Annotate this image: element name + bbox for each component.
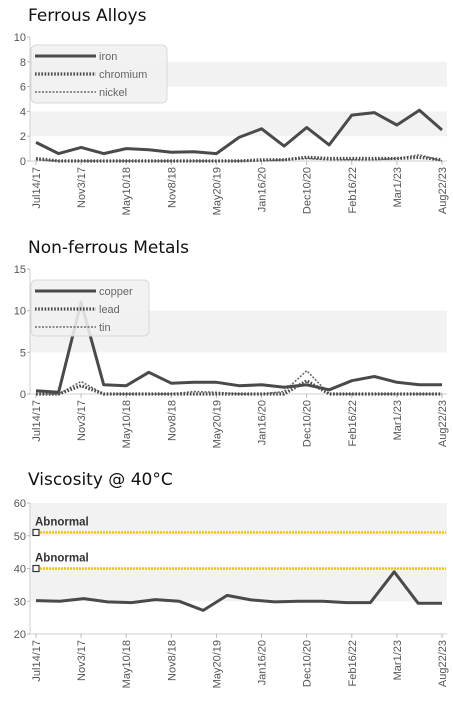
series-line-lead	[36, 379, 442, 396]
x-tick-label: Jul14/17	[31, 167, 43, 209]
x-tick-label: Jan16/20	[257, 400, 269, 445]
limit-label: Abnormal	[35, 553, 89, 565]
x-tick-label: Feb16/22	[347, 167, 359, 213]
x-tick-label: Dec10/20	[302, 167, 314, 214]
legend-label: chromium	[99, 69, 147, 81]
chart-title: Non-ferrous Metals	[28, 238, 190, 258]
x-tick-label: May20/19	[211, 400, 223, 448]
y-tick-label: 15	[14, 264, 26, 276]
y-tick-label: 30	[14, 596, 26, 608]
series-line-iron	[35, 108, 443, 156]
x-tick-label: Mar1/23	[392, 640, 404, 680]
y-tick-label: 60	[14, 498, 26, 510]
legend-label: tin	[99, 322, 111, 334]
x-tick-label: Jul14/17	[31, 640, 43, 682]
x-tick-label: Aug22/23	[437, 400, 449, 447]
grid-band	[30, 503, 447, 536]
x-tick-label: Feb16/22	[347, 400, 359, 446]
y-tick-label: 4	[20, 106, 26, 118]
x-tick-label: May20/19	[211, 640, 223, 688]
x-tick-label: Mar1/23	[392, 167, 404, 207]
x-tick-label: Jan16/20	[257, 167, 269, 212]
series-line-chromium	[35, 155, 443, 163]
y-tick-label: 8	[20, 57, 26, 69]
x-tick-label: Nov3/17	[76, 400, 88, 441]
limit-marker	[32, 528, 40, 537]
legend-label: copper	[99, 286, 133, 298]
non-ferrous-metals-chart: 0 5 10 15 Jul14/17 Nov3/17 May10/18 Nov8/18 May2…	[14, 264, 449, 448]
x-tick-label: Dec10/20	[302, 400, 314, 447]
series-line-copper	[35, 300, 442, 394]
y-tick-label: 10	[14, 306, 26, 318]
x-tick-label: Jan16/20	[257, 640, 269, 685]
limit-marker	[32, 564, 40, 573]
x-tick-label: Nov8/18	[166, 640, 178, 681]
legend-box	[30, 44, 168, 104]
series-line-viscosity	[35, 570, 442, 612]
y-tick-label: 5	[20, 347, 26, 359]
x-tick-label: May10/18	[121, 640, 133, 688]
chart-title: Viscosity @ 40°C	[28, 470, 173, 490]
x-tick-label: Feb16/22	[347, 640, 359, 686]
y-tick-label: 10	[14, 32, 26, 44]
x-tick-label: Jul14/17	[31, 400, 43, 442]
legend-label: lead	[99, 304, 120, 316]
legend-label: nickel	[99, 87, 127, 99]
x-tick-label: Nov8/18	[166, 167, 178, 208]
x-tick-label: Nov8/18	[166, 400, 178, 441]
y-tick-label: 6	[20, 82, 26, 94]
x-tick-label: May10/18	[121, 400, 133, 448]
ferrous-alloys-chart: 0 2 4 6 8 10 Jul14/17 Nov3/17 May10/18 Nov8/18 May…	[14, 32, 449, 215]
x-tick-label: Dec10/20	[302, 640, 314, 687]
y-tick-label: 40	[14, 564, 26, 576]
x-tick-label: Nov3/17	[76, 640, 88, 681]
ferrous-alloys-panel: Ferrous Alloys 0 2 4 6 8 10 Jul14/17 Nov3/17 May…	[0, 0, 453, 228]
non-ferrous-metals-panel: Non-ferrous Metals 0 5 10 15 Jul14/17 Nov3/17…	[14, 238, 449, 448]
x-tick-label: May10/18	[121, 167, 133, 215]
x-tick-label: Nov3/17	[76, 167, 88, 208]
limit-label: Abnormal	[35, 516, 89, 528]
y-tick-label: 50	[14, 531, 26, 543]
chart-title: Ferrous Alloys	[28, 6, 147, 26]
y-tick-label: 0	[20, 389, 26, 401]
y-tick-label: 2	[20, 131, 26, 143]
legend-label: iron	[99, 51, 117, 63]
x-tick-label: Mar1/23	[392, 400, 404, 440]
y-tick-label: 0	[20, 156, 26, 168]
x-tick-label: May20/19	[211, 167, 223, 215]
y-tick-label: 20	[14, 629, 26, 641]
x-tick-label: Aug22/23	[437, 640, 449, 687]
x-tick-label: Aug22/23	[437, 167, 449, 214]
